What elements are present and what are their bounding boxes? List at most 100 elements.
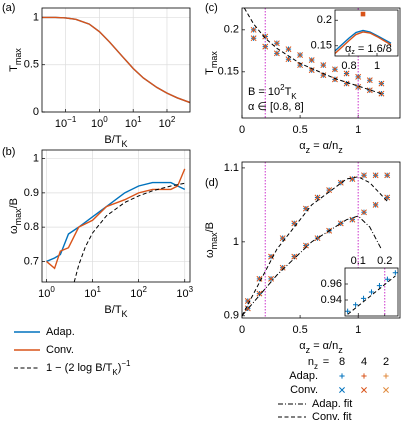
marker: [372, 201, 379, 208]
label-part: 2: [143, 285, 148, 294]
marker: [361, 209, 367, 216]
label-part: K: [291, 92, 297, 101]
marker: [297, 62, 304, 69]
marker: [361, 387, 367, 393]
legend-header: nz: [308, 356, 318, 371]
marker: [273, 50, 280, 57]
y-tick-label: 0.9: [24, 187, 39, 199]
label-part: z: [314, 362, 318, 371]
label-part: z: [306, 145, 311, 155]
x-axis-label: B/TK: [104, 134, 127, 149]
panel: [41, 7, 191, 113]
marker: [378, 80, 385, 87]
label-part: T: [285, 86, 292, 98]
y-tick-label: 0: [33, 106, 39, 118]
label-part: 3: [189, 285, 194, 294]
annotation: αz = 1.6/8: [345, 43, 392, 56]
y-axis-label: ωmax/B: [204, 222, 219, 258]
series-line: [242, 176, 388, 317]
plot-area: [42, 8, 190, 112]
x-tick-label: 101: [84, 285, 101, 300]
x-tick-label: 103: [176, 285, 193, 300]
series-line: [46, 168, 186, 270]
marker: [392, 270, 398, 276]
marker: [302, 242, 309, 249]
series-line: [335, 29, 392, 52]
x-tick-label: 100: [91, 115, 108, 130]
marker: [383, 373, 389, 379]
marker: [326, 187, 333, 194]
x-tick-label: 101: [125, 115, 142, 130]
series-line: [243, 8, 382, 95]
panel-label: (a): [2, 2, 15, 14]
label-part: max: [13, 208, 23, 226]
marker: [308, 57, 315, 64]
y-axis-label: Tmax: [8, 48, 23, 72]
y-tick-label: 1.1: [224, 162, 239, 174]
marker: [368, 289, 375, 295]
plot-area: [42, 150, 190, 282]
x-tick-label: 1: [355, 124, 361, 136]
axes-frame: [41, 7, 191, 113]
legend-equals: =: [323, 356, 329, 368]
x-tick-label: 1: [374, 60, 380, 72]
legend-nz: 2: [383, 356, 389, 368]
x-tick-label: 1: [355, 324, 361, 336]
marker: [250, 26, 257, 33]
label-part: 2: [280, 83, 285, 92]
marker: [244, 298, 251, 304]
label-part: z: [351, 49, 355, 56]
label-part: max: [13, 48, 23, 66]
panel-label: (b): [2, 146, 15, 158]
axes-frame: [41, 149, 191, 283]
y-tick-label: 0.9: [224, 310, 239, 322]
x-tick-label: 0.2: [377, 255, 392, 267]
y-tick-label: 0.7: [24, 255, 39, 267]
marker: [256, 275, 263, 282]
label-part: K: [112, 368, 118, 377]
label-part: 1: [96, 285, 101, 294]
marker: [250, 35, 257, 42]
label-part: α: [299, 340, 306, 352]
label-part: B/T: [104, 134, 121, 146]
data-layer: [345, 268, 398, 316]
data-layer: [42, 16, 190, 104]
label-part: 10: [130, 288, 142, 300]
label-part: B = 10: [248, 86, 280, 98]
label-part: −1: [67, 115, 77, 124]
marker: [383, 387, 389, 393]
legend-label: 1 − (2 log B/TK)−1: [46, 359, 131, 377]
annotation: α ∈ [0.8, 8]: [248, 101, 304, 113]
label-part: 0: [50, 285, 55, 294]
marker: [273, 40, 280, 47]
panel-label: (c): [205, 2, 218, 14]
legend-nz: 8: [339, 356, 345, 368]
marker: [320, 62, 327, 69]
x-tick-label: 102: [159, 115, 176, 130]
label-part: 10: [91, 118, 103, 130]
marker: [361, 373, 367, 379]
legend-label: Conv.: [46, 344, 74, 356]
label-part: /B: [8, 198, 20, 208]
data-layer: [335, 11, 392, 54]
series-line: [242, 215, 382, 317]
legend-nz: 4: [361, 356, 367, 368]
data-layer: [46, 168, 186, 282]
panel: [41, 149, 191, 283]
legend-label: Adap.: [289, 370, 318, 382]
marker: [268, 275, 274, 282]
y-tick-label: 0.94: [321, 294, 342, 306]
marker: [314, 235, 321, 242]
label-part: = α/n: [310, 340, 338, 352]
marker: [256, 290, 263, 297]
label-part: 10: [125, 118, 137, 130]
y-tick-label: 1: [33, 152, 39, 164]
x-tick-label: 0.1: [351, 255, 366, 267]
label-part: B/T: [104, 304, 121, 316]
inset: [344, 267, 399, 317]
marker: [355, 73, 362, 80]
x-axis-label: αz = α/nz: [299, 340, 343, 355]
label-part: n: [308, 356, 314, 368]
y-tick-label: 0.2: [317, 14, 332, 26]
